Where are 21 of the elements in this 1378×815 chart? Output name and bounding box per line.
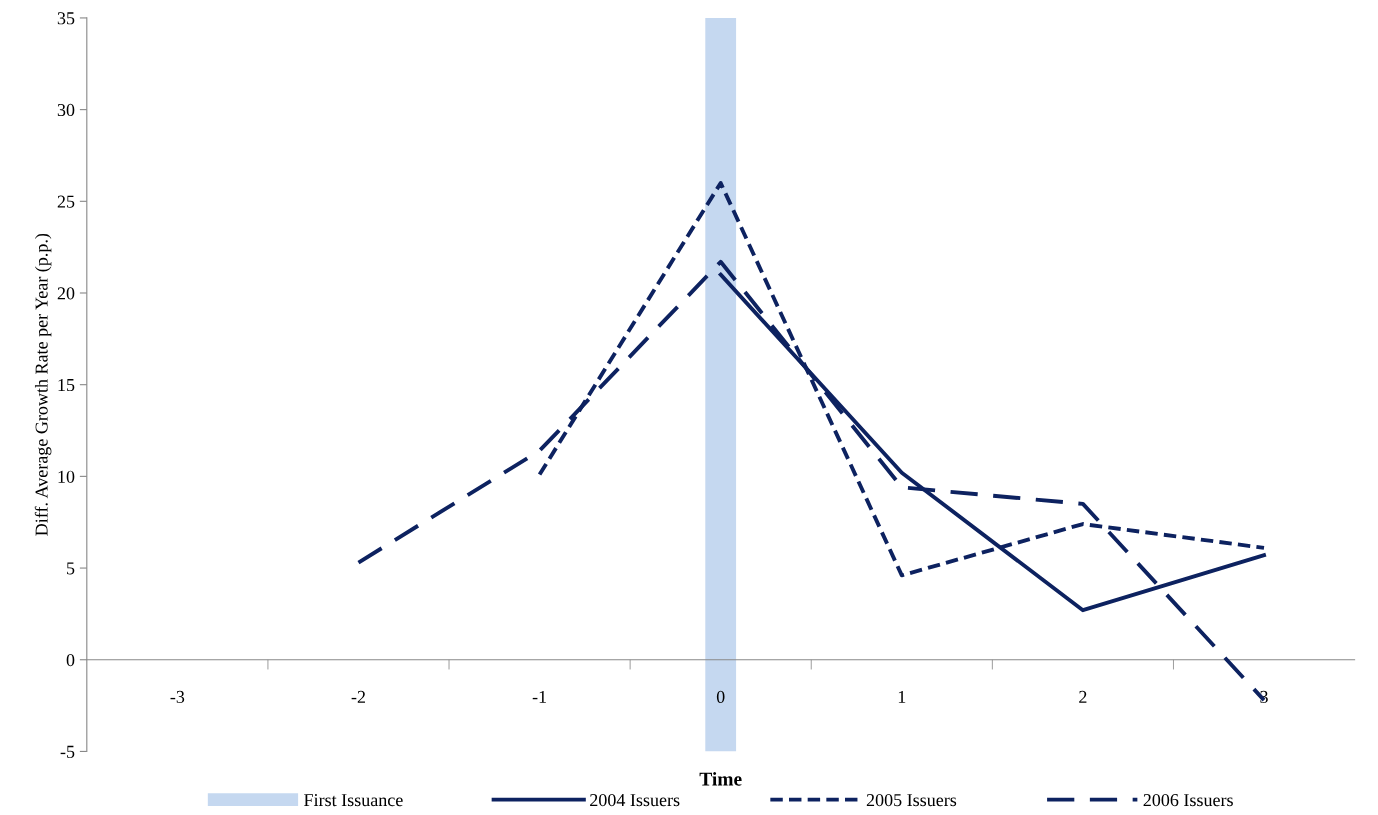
y-tick-label: 0 [66, 654, 75, 667]
x-tick-label: 2 [1079, 690, 1087, 703]
y-tick-label: 20 [57, 287, 75, 300]
y-tick-label: 25 [57, 195, 75, 208]
x-tick-label: 1 [898, 690, 906, 703]
legend-label: 2005 Issuers [866, 793, 957, 807]
x-tick-label: -1 [532, 690, 547, 703]
y-tick-label: 35 [57, 12, 75, 25]
legend-label: First Issuance [304, 794, 403, 807]
y-tick-label: 10 [58, 470, 75, 483]
legend-label: 2006 Issuers [1143, 793, 1233, 807]
y-tick-label: 15 [58, 379, 75, 392]
x-tick-label: 0 [716, 690, 725, 703]
y-axis-title: Diff. Average Growth Rate per Year (p.p.) [34, 233, 52, 536]
y-tick-label: -5 [60, 745, 75, 758]
y-tick-label: 5 [67, 562, 75, 575]
y-tick-label: 30 [57, 103, 75, 117]
x-tick-label: -3 [170, 690, 185, 703]
legend-label: 2004 Issuers [590, 793, 680, 807]
x-axis-title: Time [699, 771, 742, 786]
x-tick-label: -2 [351, 690, 365, 703]
